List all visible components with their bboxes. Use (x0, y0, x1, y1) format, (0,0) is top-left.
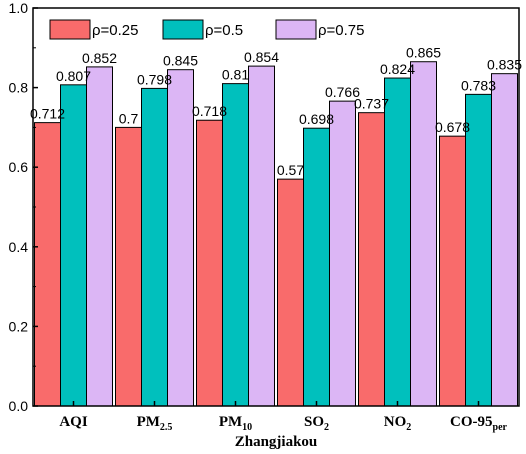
bar-pm25-series-1 (115, 126, 142, 407)
data-label: 0.766 (325, 84, 360, 100)
data-label: 0.678 (435, 119, 470, 135)
x-tick-label: AQI (59, 414, 88, 430)
data-label: 0.845 (163, 53, 198, 69)
bar-aqi-series-3 (86, 66, 113, 407)
bar-co95per-series-2 (465, 93, 492, 407)
data-label: 0.712 (30, 106, 65, 122)
data-label: 0.737 (354, 96, 389, 112)
legend: ρ=0.25 ρ=0.5 ρ=0.75 (49, 19, 365, 40)
bar-aqi-series-2 (60, 84, 87, 407)
bar-no2-series-2 (384, 77, 411, 407)
x-axis: AQI PM2.5 PM10 SO2 NO2 CO-95per (59, 401, 508, 433)
data-label: 0.824 (380, 61, 415, 77)
data-label: 0.81 (222, 67, 249, 83)
y-tick-label: 0.4 (9, 239, 29, 255)
data-label: 0.798 (137, 71, 172, 87)
data-label: 0.718 (192, 103, 227, 119)
bar-pm25-series-3 (167, 69, 194, 407)
data-label: 0.698 (299, 111, 334, 127)
data-label: 0.835 (487, 57, 522, 73)
legend-label: ρ=0.5 (205, 22, 243, 39)
bar-so2-series-1 (277, 178, 304, 407)
bar-pm10-series-3 (248, 65, 275, 407)
x-axis-title: Zhangjiakou (235, 434, 318, 450)
data-label: 0.865 (406, 45, 441, 61)
data-labels: 0.712 0.807 0.852 0.7 0.798 0.845 0.718 0.81 0.8… (30, 45, 522, 178)
legend-label: ρ=0.25 (92, 22, 139, 39)
legend-label: ρ=0.75 (318, 22, 365, 39)
bars (34, 61, 518, 407)
data-label: 0.854 (244, 49, 279, 65)
y-tick-label: 1.0 (9, 0, 29, 16)
bar-pm10-series-2 (222, 83, 249, 407)
bar-co95per-series-3 (491, 73, 518, 407)
bar-so2-series-3 (329, 100, 356, 407)
data-label: 0.852 (82, 50, 117, 66)
legend-swatch-series-1 (49, 19, 91, 40)
legend-swatch-series-2 (162, 19, 204, 40)
data-label: 0.7 (119, 110, 139, 126)
x-tick-label: SO2 (304, 414, 329, 433)
bar-aqi-series-1 (34, 122, 61, 407)
y-tick-label: 0.8 (9, 80, 29, 96)
bar-pm25-series-2 (141, 87, 168, 407)
y-tick-label: 0.2 (9, 318, 29, 334)
x-tick-label: PM10 (219, 414, 252, 433)
x-tick-label: CO-95per (450, 414, 508, 433)
bar-no2-series-1 (358, 112, 385, 407)
y-tick-label: 0.6 (9, 159, 29, 175)
legend-swatch-series-3 (275, 19, 317, 40)
x-tick-label: NO2 (384, 414, 412, 433)
x-tick-label: PM2.5 (137, 414, 173, 433)
bar-co95per-series-1 (439, 135, 466, 407)
y-axis: 0.0 0.2 0.4 0.6 0.8 1.0 (9, 0, 38, 414)
data-label: 0.783 (461, 77, 496, 93)
bar-so2-series-2 (303, 127, 330, 407)
y-tick-label: 0.0 (9, 398, 29, 414)
data-label: 0.807 (56, 68, 91, 84)
data-label: 0.57 (277, 162, 304, 178)
bar-no2-series-3 (410, 61, 437, 407)
bar-pm10-series-1 (196, 119, 223, 407)
